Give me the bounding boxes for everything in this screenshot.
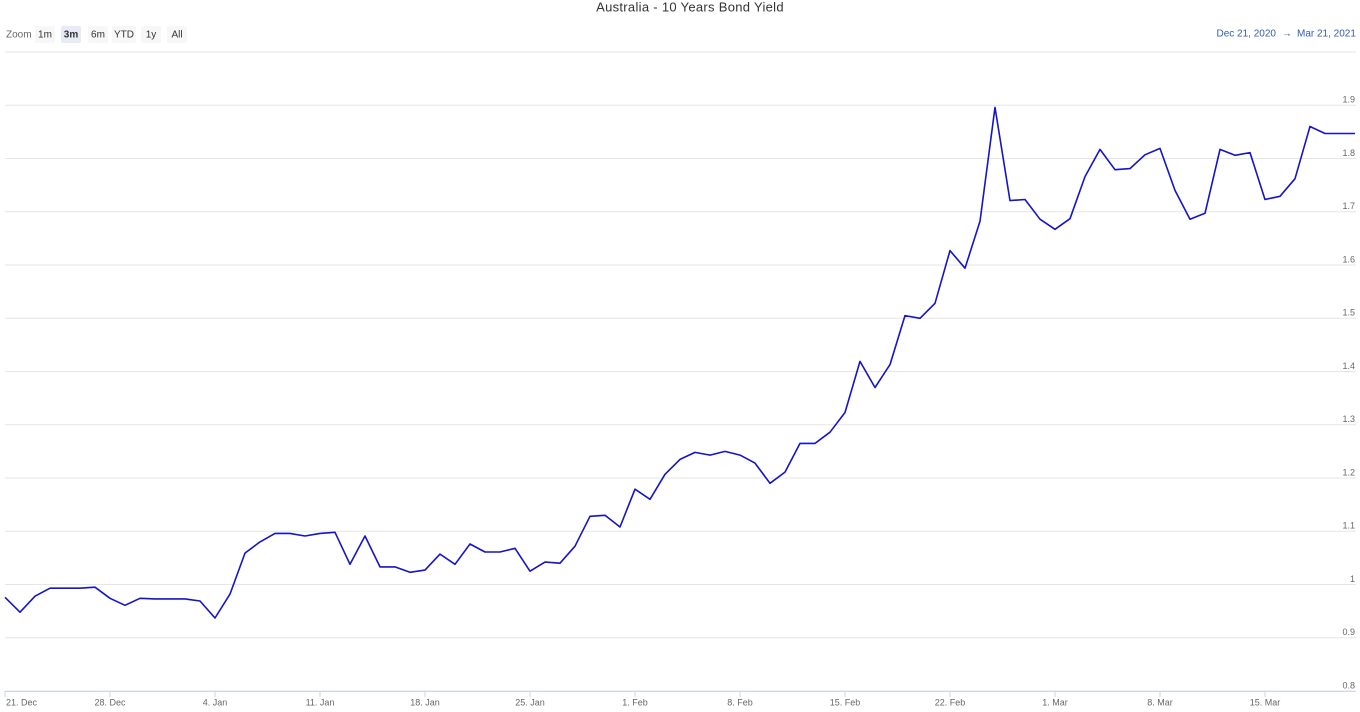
range-to[interactable]: Mar 21, 2021	[1297, 29, 1356, 40]
y-tick-label: 1.2	[1342, 467, 1355, 477]
x-tick-label: 11. Jan	[306, 697, 335, 707]
y-tick-label: 1.3	[1342, 414, 1355, 424]
x-tick-label: 15. Mar	[1250, 697, 1281, 707]
x-tick-label: 21. Dec	[6, 697, 38, 707]
x-tick-label: 1. Mar	[1042, 697, 1068, 707]
zoom-button[interactable]	[88, 26, 108, 43]
zoom-button[interactable]	[112, 26, 136, 43]
y-tick-label: 1	[1350, 574, 1355, 584]
x-tick-label: 25. Jan	[515, 697, 545, 707]
zoom-button[interactable]	[167, 26, 187, 43]
y-tick-label: 1.9	[1342, 95, 1355, 105]
zoom-label: Zoom	[6, 30, 32, 41]
y-tick-label: 1.1	[1342, 521, 1355, 531]
chart-title: Australia - 10 Years Bond Yield	[596, 0, 784, 14]
zoom-button-label[interactable]: 1m	[38, 30, 52, 41]
x-tick-label: 28. Dec	[94, 697, 126, 707]
x-tick-label: 8. Mar	[1147, 697, 1173, 707]
zoom-button-label[interactable]: YTD	[114, 30, 134, 41]
zoom-button[interactable]	[141, 26, 161, 43]
x-tick-label: 22. Feb	[935, 697, 966, 707]
y-tick-label: 1.7	[1342, 201, 1355, 211]
x-tick-label: 8. Feb	[727, 697, 753, 707]
zoom-button-label[interactable]: 6m	[91, 30, 105, 41]
x-tick-label: 1. Feb	[622, 697, 648, 707]
x-tick-label: 15. Feb	[830, 697, 861, 707]
x-tick-label: 4. Jan	[203, 697, 228, 707]
zoom-button[interactable]	[61, 26, 81, 43]
y-tick-label: 1.5	[1342, 308, 1355, 318]
zoom-button[interactable]	[35, 26, 55, 43]
y-tick-label: 1.4	[1342, 361, 1355, 371]
zoom-button-label[interactable]: 3m	[64, 30, 79, 41]
zoom-button-label[interactable]: 1y	[146, 30, 157, 41]
y-tick-label: 1.8	[1342, 148, 1355, 158]
x-tick-label: 18. Jan	[410, 697, 440, 707]
zoom-button-label[interactable]: All	[171, 30, 182, 41]
range-arrow: →	[1282, 29, 1292, 40]
y-tick-label: 1.6	[1342, 254, 1355, 264]
range-from[interactable]: Dec 21, 2020	[1217, 29, 1277, 40]
y-tick-label: 0.8	[1342, 680, 1355, 690]
y-tick-label: 0.9	[1342, 627, 1355, 637]
data-line	[4, 106, 1355, 619]
